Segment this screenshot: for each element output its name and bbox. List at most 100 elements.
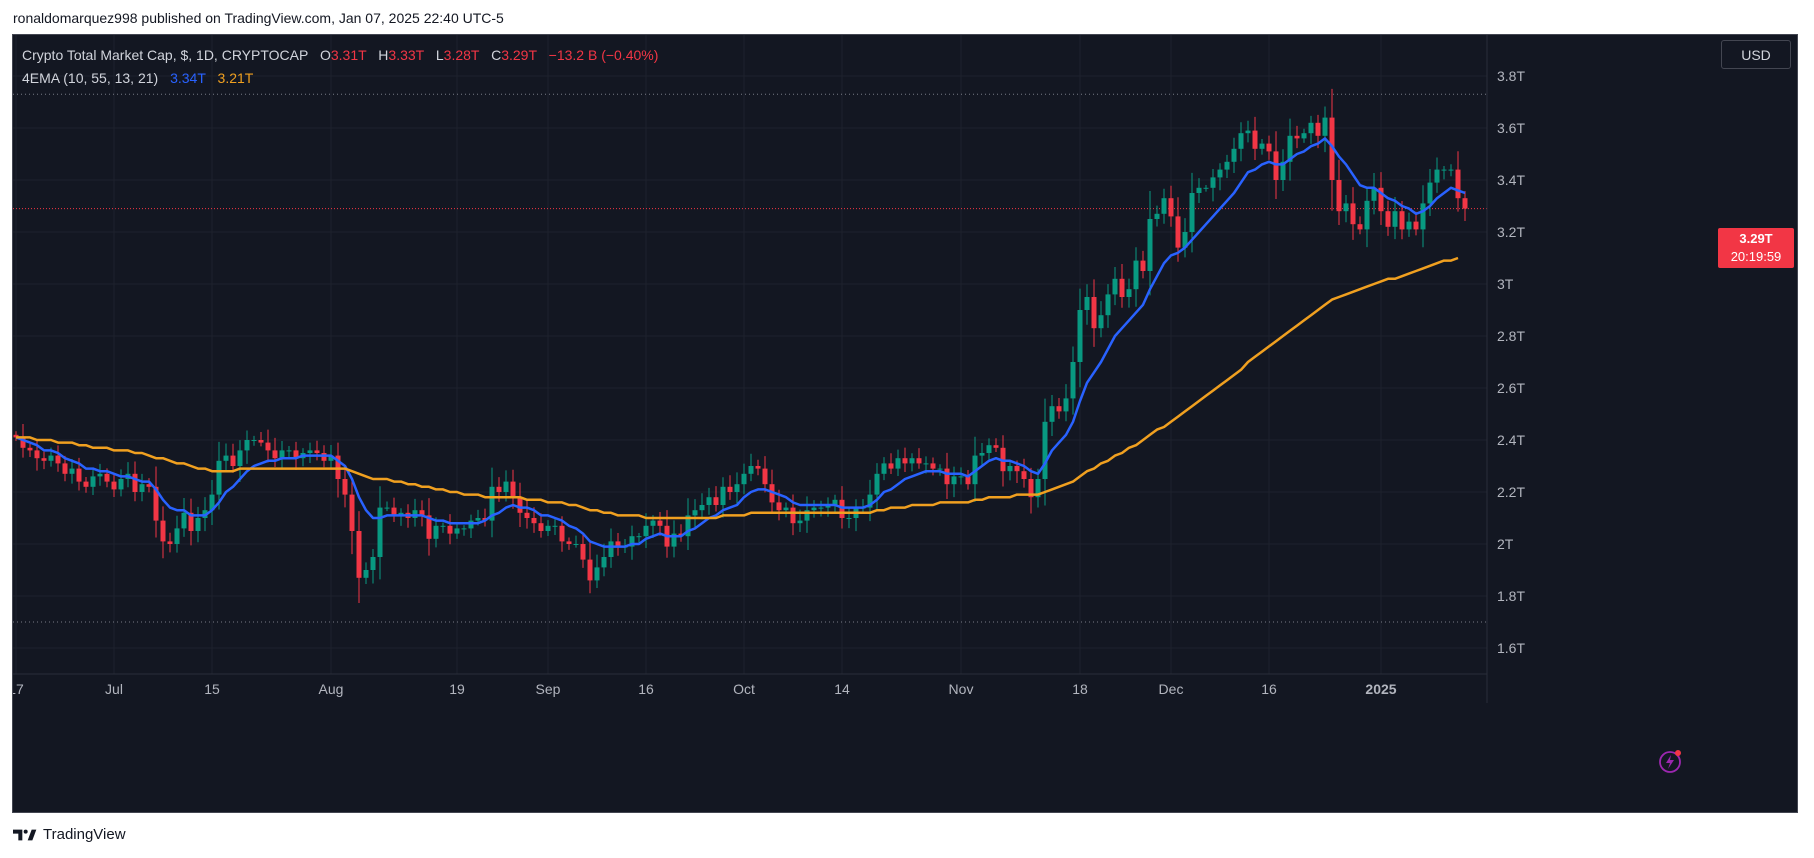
candle-body xyxy=(160,520,166,542)
x-tick-label: Sep xyxy=(536,681,561,697)
y-tick-label: 2.6T xyxy=(1497,380,1525,396)
candle-body xyxy=(881,463,887,474)
candle-body xyxy=(412,510,418,518)
candle-body xyxy=(384,507,390,509)
legend-ema-fast: 3.34T xyxy=(170,70,206,86)
candle-body xyxy=(951,476,957,485)
candle-body xyxy=(62,463,68,474)
legend-open: 3.31T xyxy=(330,47,367,63)
candle-body xyxy=(503,481,509,492)
candle-body xyxy=(524,512,530,518)
candle-body xyxy=(1413,221,1419,230)
legend-indicator-name[interactable]: 4EMA (10, 55, 13, 21) xyxy=(22,70,159,86)
candle-body xyxy=(846,518,852,519)
candle-body xyxy=(930,463,936,469)
candle-body xyxy=(538,523,544,531)
chart-panel[interactable]: 3.8T 3.6T 3.4T 3.2T 3T 2.8T 2.6T 2.4T 2.2T 2T 1.8T… xyxy=(12,34,1798,813)
candle-body xyxy=(328,455,334,461)
candle-body xyxy=(1077,310,1083,362)
candle-body xyxy=(510,481,516,498)
candle-body xyxy=(1014,466,1020,472)
candle-body xyxy=(573,544,579,545)
legend-low-label: L xyxy=(435,47,444,63)
candle-body xyxy=(1287,135,1293,162)
candle-body xyxy=(1231,148,1237,162)
candle-body xyxy=(734,484,740,492)
candle-body xyxy=(97,473,103,477)
candle-body xyxy=(1035,479,1041,498)
candle-body xyxy=(1336,180,1342,212)
candle-body xyxy=(1182,232,1188,248)
candle-body xyxy=(440,525,446,527)
candle-body xyxy=(958,476,964,478)
candle-body xyxy=(937,468,943,470)
candle-body xyxy=(335,455,341,479)
candle-body xyxy=(1028,479,1034,498)
candle-body xyxy=(1133,260,1139,290)
candle-body xyxy=(762,468,768,485)
candle-body xyxy=(1021,471,1027,479)
candle-body xyxy=(1308,122,1314,134)
y-tick-label: 3T xyxy=(1497,276,1514,292)
y-tick-label: 1.8T xyxy=(1497,588,1525,604)
lightning-bolt-icon[interactable] xyxy=(1658,748,1684,774)
candle-body xyxy=(1301,133,1307,139)
candle-body xyxy=(965,476,971,485)
candle-body xyxy=(1217,169,1223,178)
tradingview-logo-icon[interactable] xyxy=(13,828,37,842)
candle-body xyxy=(104,473,110,482)
ema-slow-line xyxy=(16,256,1459,520)
candle-body xyxy=(447,525,453,534)
candle-body xyxy=(83,481,89,487)
candle-body xyxy=(797,520,803,524)
y-tick-label: 1.6T xyxy=(1497,640,1525,656)
candle-body xyxy=(1266,143,1272,152)
candle-body xyxy=(69,468,75,474)
candle-body xyxy=(223,455,229,461)
candle-body xyxy=(1063,398,1069,412)
candle-body xyxy=(1168,198,1174,217)
footer-brand[interactable]: TradingView xyxy=(43,826,126,843)
candle-body xyxy=(1175,216,1181,248)
candle-body xyxy=(398,512,404,516)
candle-body xyxy=(1462,198,1468,209)
candle-body xyxy=(216,460,222,495)
candle-body xyxy=(923,463,929,465)
candle-body xyxy=(76,468,82,482)
candle-body xyxy=(1364,200,1370,230)
candle-body xyxy=(1091,297,1097,329)
x-tick-label: 15 xyxy=(204,681,220,697)
candle-body xyxy=(1203,187,1209,189)
candle-body xyxy=(27,447,33,451)
legend-symbol[interactable]: Crypto Total Market Cap, $, 1D, CRYPTOCA… xyxy=(22,47,309,63)
candle-body xyxy=(419,510,425,516)
candle-body xyxy=(944,468,950,485)
candle-body xyxy=(531,518,537,524)
candle-body xyxy=(1273,151,1279,180)
candle-body xyxy=(727,486,733,492)
x-tick-label: Dec xyxy=(1159,681,1184,697)
candle-body xyxy=(1126,289,1132,297)
candle-body xyxy=(1161,198,1167,214)
candle-body xyxy=(895,458,901,469)
candle-body xyxy=(986,445,992,453)
chart-legend: Crypto Total Market Cap, $, 1D, CRYPTOCA… xyxy=(22,44,658,90)
candle-body xyxy=(699,505,705,511)
price-chart[interactable]: 3.8T 3.6T 3.4T 3.2T 3T 2.8T 2.6T 2.4T 2.2T 2T 1.8T… xyxy=(13,35,1799,814)
currency-button[interactable]: USD xyxy=(1721,40,1791,69)
candle-body xyxy=(1392,211,1398,227)
candle-body xyxy=(1098,315,1104,329)
candle-body xyxy=(874,473,880,495)
candle-body xyxy=(993,445,999,448)
candle-body xyxy=(1357,224,1363,230)
candle-body xyxy=(916,458,922,464)
candle-body xyxy=(601,557,607,568)
legend-indicator-row: 4EMA (10, 55, 13, 21) 3.34T 3.21T xyxy=(22,67,658,90)
candle-body xyxy=(1280,161,1286,180)
candle-body xyxy=(307,450,313,453)
candle-body xyxy=(146,484,152,487)
y-tick-label: 2T xyxy=(1497,536,1514,552)
footer: TradingView xyxy=(13,826,126,843)
candle-body xyxy=(580,544,586,560)
candle-body xyxy=(118,479,124,490)
